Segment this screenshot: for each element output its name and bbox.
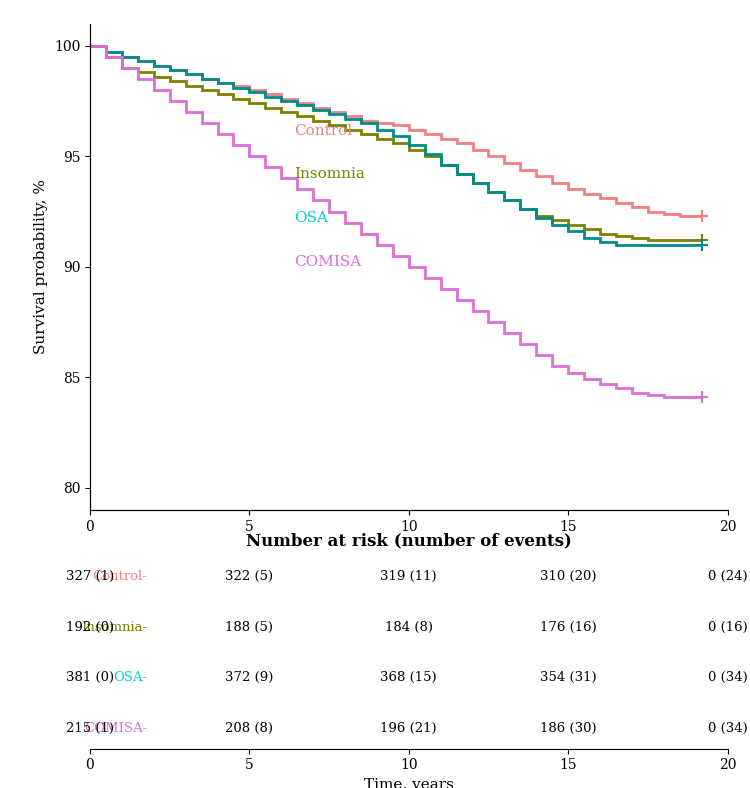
X-axis label: Time, years: Time, years: [364, 778, 454, 788]
Text: Control: Control: [294, 124, 352, 138]
Text: 354 (31): 354 (31): [540, 671, 596, 684]
Text: 192 (0): 192 (0): [66, 620, 114, 634]
Text: 319 (11): 319 (11): [380, 570, 437, 582]
Y-axis label: Survival probability, %: Survival probability, %: [34, 179, 48, 355]
Text: 372 (9): 372 (9): [225, 671, 274, 684]
Text: 188 (5): 188 (5): [225, 620, 273, 634]
Text: Insomnia: Insomnia: [294, 167, 364, 181]
Text: 0 (24): 0 (24): [708, 570, 747, 582]
Text: Control-: Control-: [92, 570, 147, 582]
Text: COMISA-: COMISA-: [84, 723, 147, 735]
Text: Number at risk (number of events): Number at risk (number of events): [246, 532, 572, 549]
Text: 186 (30): 186 (30): [540, 723, 596, 735]
Text: 310 (20): 310 (20): [540, 570, 596, 582]
Text: 322 (5): 322 (5): [225, 570, 274, 582]
Text: 184 (8): 184 (8): [385, 620, 433, 634]
Text: 196 (21): 196 (21): [380, 723, 437, 735]
Text: 215 (1): 215 (1): [66, 723, 114, 735]
Text: 381 (0): 381 (0): [66, 671, 114, 684]
Text: COMISA: COMISA: [294, 255, 362, 269]
Text: Insomnia-: Insomnia-: [81, 620, 147, 634]
Text: 0 (34): 0 (34): [708, 671, 747, 684]
Text: OSA: OSA: [294, 211, 328, 225]
Text: 0 (34): 0 (34): [708, 723, 747, 735]
Text: 0 (16): 0 (16): [708, 620, 747, 634]
Text: 208 (8): 208 (8): [225, 723, 273, 735]
Text: 327 (1): 327 (1): [66, 570, 114, 582]
Text: OSA-: OSA-: [113, 671, 147, 684]
Text: 176 (16): 176 (16): [540, 620, 596, 634]
Text: 368 (15): 368 (15): [380, 671, 437, 684]
